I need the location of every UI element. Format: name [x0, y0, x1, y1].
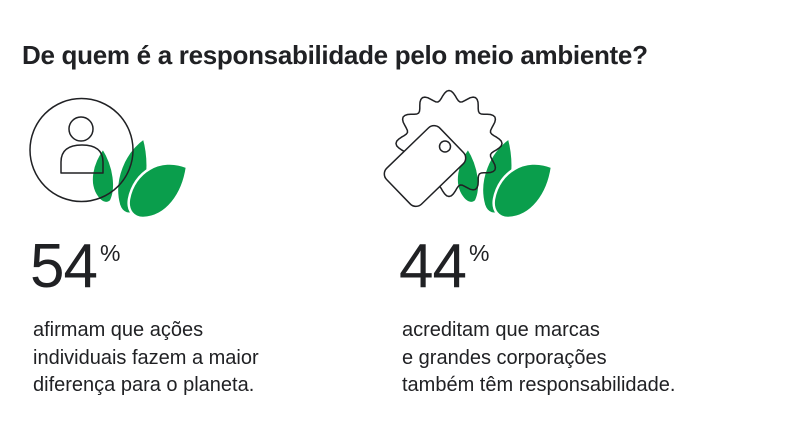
page-title: De quem é a responsabilidade pelo meio a… [22, 40, 648, 71]
price-tag-with-leaves-icon [383, 89, 554, 220]
percent-sign: % [468, 240, 490, 266]
stat-description-individuals: afirmam que ações individuais fazem a ma… [33, 319, 259, 396]
person-with-leaves-icon [29, 97, 189, 220]
stat-description-brands: acreditam que marcas e grandes corporaçõ… [402, 319, 676, 396]
stat-number-text: 54 [30, 232, 98, 301]
leaves-icon [90, 135, 189, 220]
scalloped-badge-icon [395, 89, 503, 198]
stat-value-brands: 44% [399, 236, 489, 298]
price-tag-icon [383, 124, 467, 208]
stat-value-individuals: 54% [30, 236, 120, 298]
percent-sign: % [99, 240, 121, 266]
tag-hole-icon [438, 140, 452, 153]
stat-number-text: 44 [399, 232, 467, 301]
person-icon [29, 97, 134, 203]
leaves-icon [455, 135, 554, 220]
